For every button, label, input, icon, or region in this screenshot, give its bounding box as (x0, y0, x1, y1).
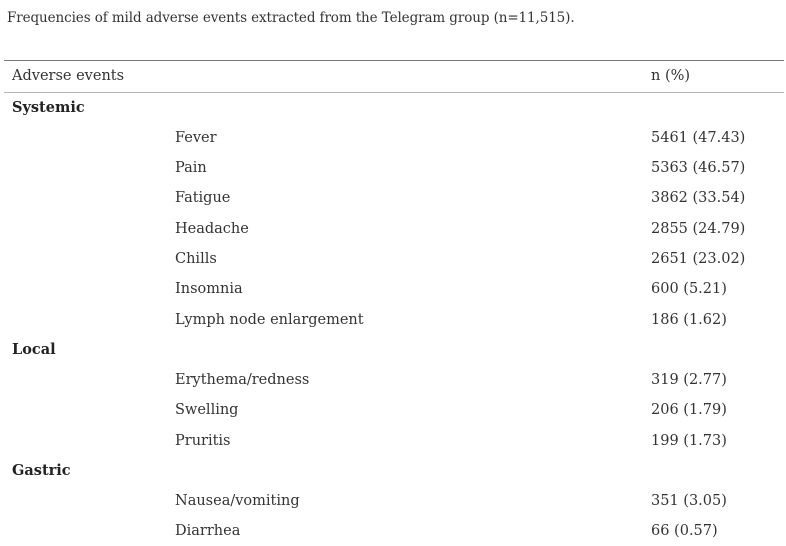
event-value: 186 (1.62) (651, 312, 727, 328)
table-row: Fever 5461 (47.43) (0, 127, 786, 149)
event-name: Swelling (175, 402, 239, 418)
table-row: Nausea/vomiting 351 (3.05) (0, 490, 786, 512)
event-name: Pruritis (175, 433, 231, 449)
table-row: Erythema/redness 319 (2.77) (0, 369, 786, 391)
event-value: 600 (5.21) (651, 281, 727, 297)
table-header-rule (4, 92, 784, 93)
event-value: 351 (3.05) (651, 493, 727, 509)
table-row: Pruritis 199 (1.73) (0, 430, 786, 452)
event-name: Headache (175, 221, 249, 237)
event-value: 5461 (47.43) (651, 130, 746, 146)
header-adverse-events: Adverse events (12, 68, 125, 84)
event-name: Pain (175, 160, 207, 176)
table-row: Pain 5363 (46.57) (0, 157, 786, 179)
event-value: 2651 (23.02) (651, 251, 746, 267)
event-name: Fever (175, 130, 217, 146)
table-row: Chills 2651 (23.02) (0, 248, 786, 270)
table-row: Swelling 206 (1.79) (0, 399, 786, 421)
event-name: Nausea/vomiting (175, 493, 300, 509)
event-name: Fatigue (175, 190, 231, 206)
table-caption: Frequencies of mild adverse events extra… (7, 10, 575, 26)
event-value: 5363 (46.57) (651, 160, 746, 176)
table-row: Headache 2855 (24.79) (0, 218, 786, 240)
event-name: Diarrhea (175, 523, 241, 539)
event-value: 66 (0.57) (651, 523, 718, 539)
table-row: Insomnia 600 (5.21) (0, 278, 786, 300)
group-row-gastric: Gastric (0, 460, 786, 482)
event-name: Erythema/redness (175, 372, 310, 388)
event-value: 2855 (24.79) (651, 221, 746, 237)
event-value: 199 (1.73) (651, 433, 727, 449)
group-row-systemic: Systemic (0, 97, 786, 119)
table-top-rule (4, 60, 784, 61)
group-label: Systemic (12, 99, 85, 116)
event-value: 206 (1.79) (651, 402, 727, 418)
header-n-percent: n (%) (651, 68, 691, 84)
event-name: Lymph node enlargement (175, 312, 364, 328)
event-value: 319 (2.77) (651, 372, 727, 388)
event-name: Insomnia (175, 281, 243, 297)
event-value: 3862 (33.54) (651, 190, 746, 206)
event-name: Chills (175, 251, 217, 267)
table-header-row: Adverse events n (%) (0, 65, 786, 87)
table-row: Diarrhea 66 (0.57) (0, 520, 786, 542)
group-label: Gastric (12, 462, 71, 479)
table-row: Lymph node enlargement 186 (1.62) (0, 309, 786, 331)
group-row-local: Local (0, 339, 786, 361)
group-label: Local (12, 341, 56, 358)
table-row: Fatigue 3862 (33.54) (0, 187, 786, 209)
